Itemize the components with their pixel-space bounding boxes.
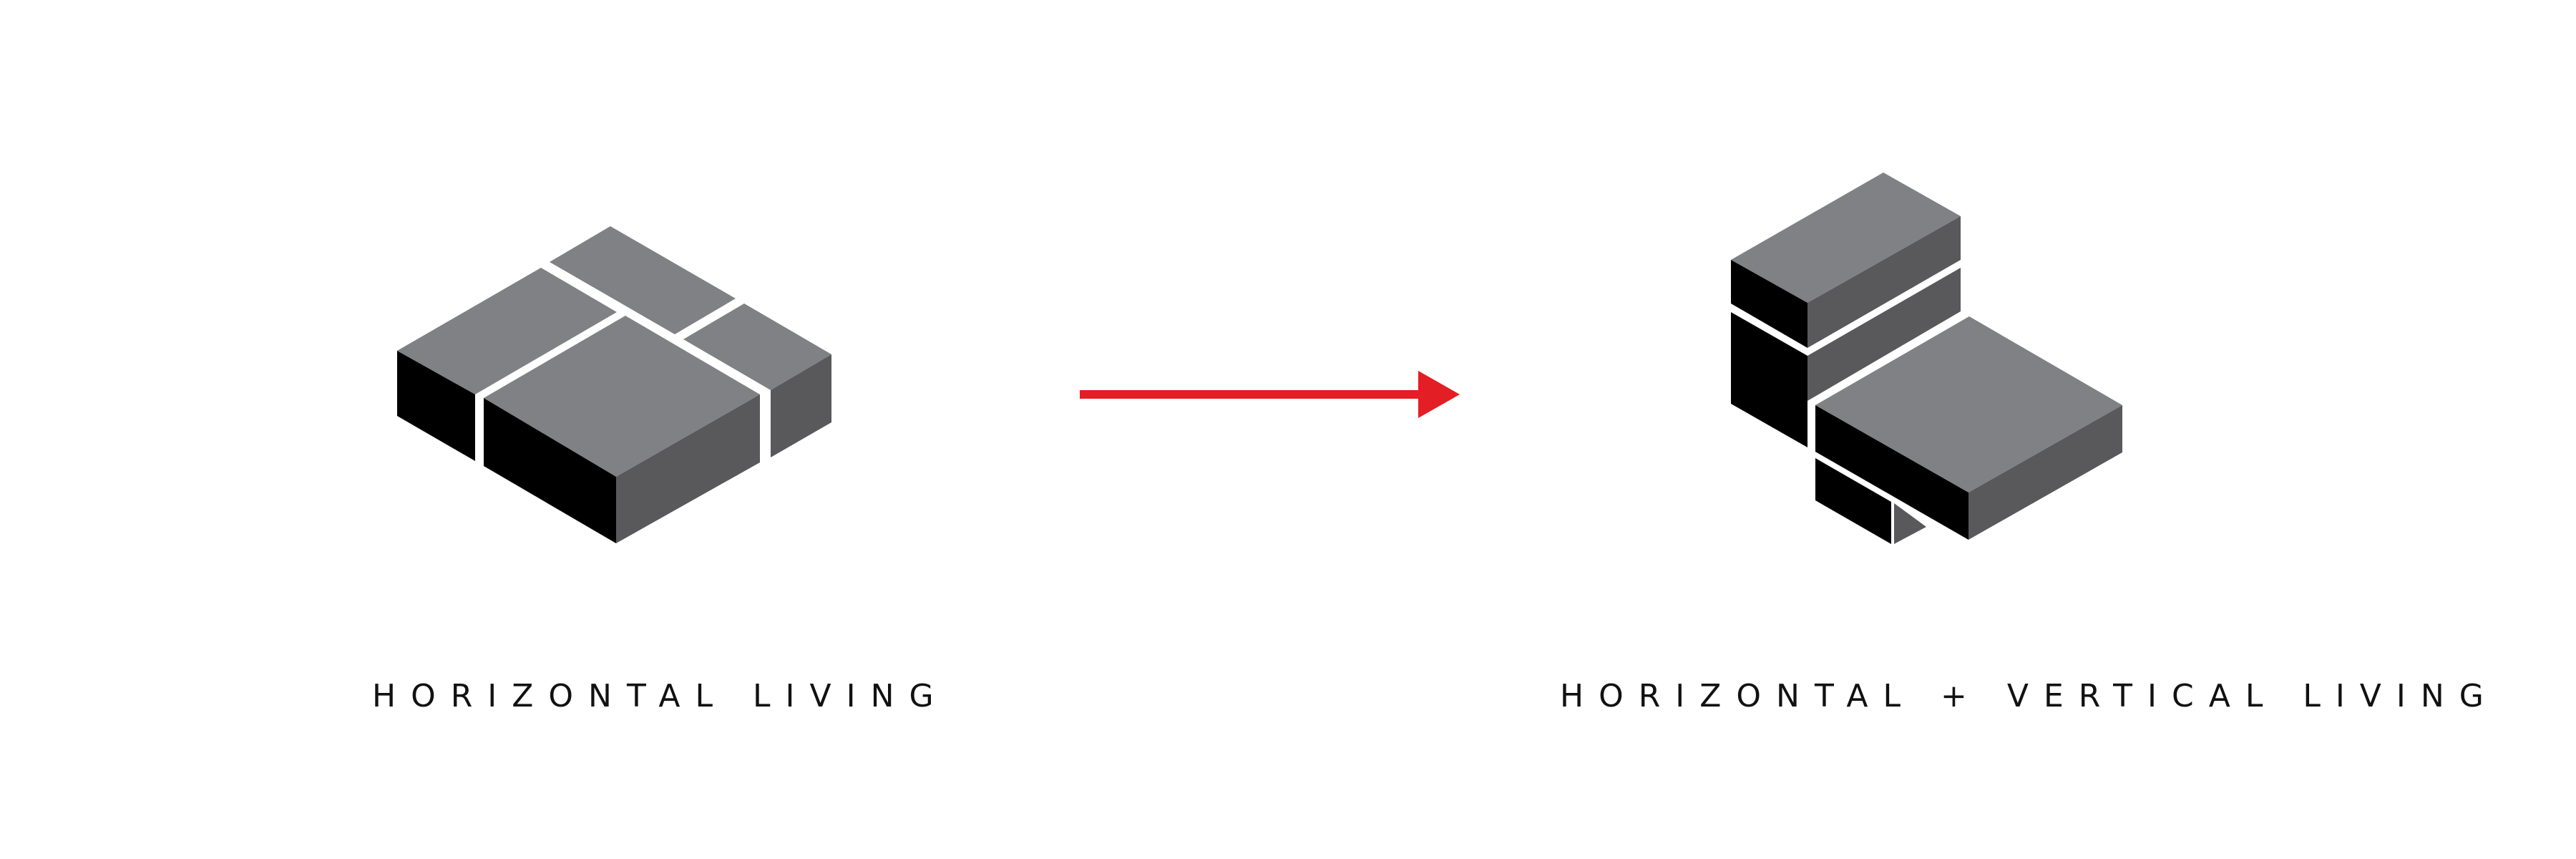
large-block-side: [1968, 405, 2122, 540]
main-block-top: [484, 316, 760, 477]
large-block-front: [1815, 405, 1968, 540]
main-block-side: [616, 394, 760, 543]
back-block-top: [550, 226, 736, 334]
bottom-block-front: [1815, 458, 1891, 544]
large-block-top: [1815, 316, 2122, 492]
left-block-front: [397, 351, 475, 461]
caption-horizontal-living: HORIZONTAL LIVING: [372, 678, 949, 714]
caption-horizontal-vertical-living: HORIZONTAL + VERTICAL LIVING: [1560, 678, 2499, 714]
middle-block-front: [1731, 312, 1807, 447]
main-block: [484, 316, 760, 543]
bottom-block: [1815, 458, 1926, 544]
horizontal-vertical-living-massing: [1731, 173, 2122, 544]
right-block-side: [771, 354, 831, 457]
arrow-shaft: [1080, 390, 1420, 399]
horizontal-living-massing: [397, 226, 831, 543]
left-block-top: [397, 268, 617, 394]
back-block: [550, 226, 736, 334]
upper-block-top: [1731, 173, 1961, 303]
upper-block-side: [1807, 216, 1961, 348]
left-block: [397, 268, 617, 461]
bottom-block-side: [1894, 503, 1926, 544]
middle-block: [1731, 268, 1961, 447]
large-block: [1815, 316, 2122, 540]
right-block: [683, 304, 831, 457]
arrow-head: [1418, 371, 1460, 418]
transition-arrow: [1080, 371, 1460, 418]
right-block-top: [683, 304, 831, 390]
main-block-front: [484, 398, 616, 543]
upper-block-front: [1731, 260, 1807, 348]
middle-block-side: [1807, 268, 1961, 401]
upper-block: [1731, 173, 1961, 348]
